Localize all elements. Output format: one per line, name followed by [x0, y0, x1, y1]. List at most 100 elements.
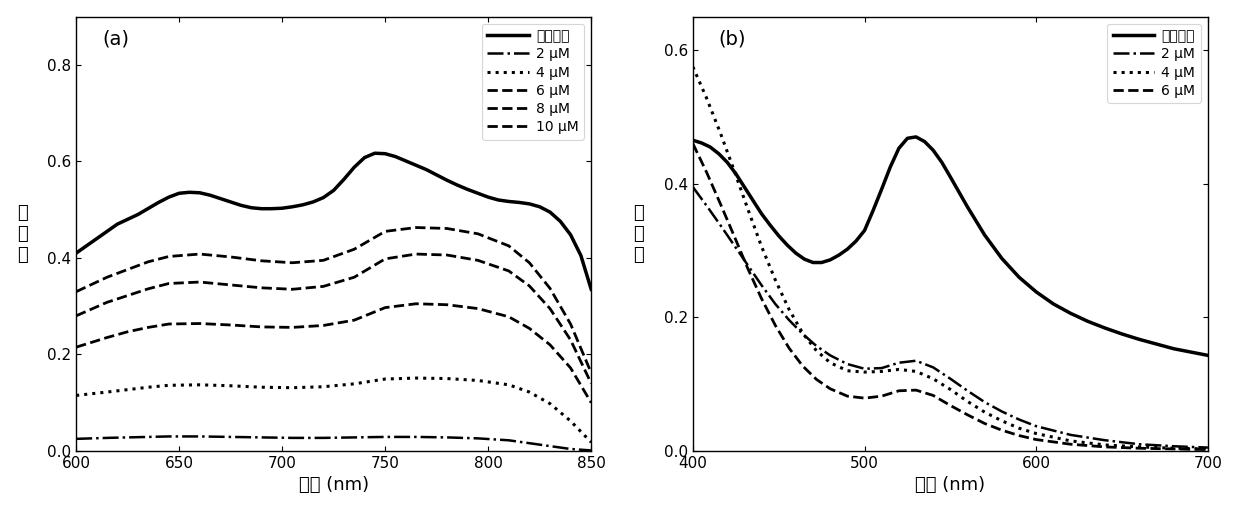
空白对照 — [891, 145, 906, 151]
4 μM — [891, 366, 906, 373]
Line: 空白对照: 空白对照 — [693, 137, 1208, 355]
10 μM — [378, 228, 393, 235]
2 μM — [782, 317, 797, 323]
6 μM — [943, 403, 958, 409]
空白对照 — [130, 212, 145, 218]
6 μM — [995, 427, 1010, 433]
6 μM — [161, 321, 176, 327]
空白对照 — [814, 260, 829, 266]
6 μM — [285, 324, 300, 331]
2 μM — [1011, 416, 1026, 423]
空白对照 — [908, 134, 923, 140]
空白对照 — [1046, 301, 1061, 307]
6 μM — [1028, 436, 1043, 443]
10 μM — [254, 258, 269, 264]
2 μM — [543, 443, 558, 449]
2 μM — [943, 376, 958, 382]
6 μM — [471, 306, 486, 312]
空白对照 — [502, 198, 517, 204]
2 μM — [908, 358, 923, 364]
4 μM — [875, 368, 890, 375]
2 μM — [960, 388, 975, 394]
10 μM — [409, 224, 424, 230]
4 μM — [254, 384, 269, 390]
8 μM — [347, 274, 362, 280]
空白对照 — [378, 151, 393, 157]
空白对照 — [1183, 349, 1198, 355]
6 μM — [840, 393, 855, 399]
6 μM — [908, 387, 923, 393]
6 μM — [712, 201, 727, 207]
6 μM — [409, 300, 424, 307]
2 μM — [809, 343, 824, 349]
空白对照 — [685, 137, 700, 143]
空白对照 — [254, 205, 269, 212]
2 μM — [316, 435, 331, 441]
空白对照 — [875, 186, 890, 192]
X-axis label: 波长 (nm): 波长 (nm) — [916, 476, 985, 494]
4 μM — [440, 376, 455, 382]
空白对照 — [857, 227, 872, 234]
2 μM — [926, 364, 940, 370]
8 μM — [409, 251, 424, 257]
空白对照 — [934, 159, 949, 166]
6 μM — [782, 345, 797, 351]
空白对照 — [326, 188, 341, 194]
6 μM — [502, 314, 517, 320]
10 μM — [68, 289, 83, 295]
2 μM — [699, 203, 714, 209]
4 μM — [960, 399, 975, 405]
4 μM — [522, 389, 536, 395]
Line: 空白对照: 空白对照 — [76, 153, 591, 289]
8 μM — [254, 285, 269, 291]
空白对照 — [729, 171, 743, 177]
2 μM — [741, 262, 756, 268]
Line: 2 μM: 2 μM — [76, 436, 591, 450]
空白对照 — [823, 257, 838, 263]
X-axis label: 波长 (nm): 波长 (nm) — [299, 476, 369, 494]
6 μM — [755, 295, 769, 301]
2 μM — [712, 222, 727, 228]
2 μM — [120, 434, 135, 440]
空白对照 — [440, 177, 455, 183]
Line: 2 μM: 2 μM — [693, 187, 1208, 448]
空白对照 — [316, 195, 331, 201]
空白对照 — [779, 242, 794, 248]
6 μM — [192, 320, 207, 327]
6 μM — [795, 363, 810, 369]
8 μM — [440, 252, 455, 258]
2 μM — [409, 434, 424, 440]
6 μM — [926, 392, 940, 399]
空白对照 — [68, 250, 83, 256]
6 μM — [875, 393, 890, 399]
4 μM — [409, 375, 424, 381]
4 μM — [809, 347, 824, 354]
空白对照 — [1166, 345, 1181, 352]
空白对照 — [512, 199, 527, 205]
空白对照 — [471, 190, 486, 196]
4 μM — [782, 306, 797, 312]
8 μM — [99, 299, 114, 306]
空白对照 — [110, 221, 125, 227]
6 μM — [68, 344, 83, 350]
空白对照 — [960, 204, 975, 210]
4 μM — [1098, 442, 1113, 448]
Y-axis label: 吸
光
值: 吸 光 值 — [16, 204, 27, 264]
2 μM — [471, 435, 486, 442]
空白对照 — [840, 246, 855, 252]
空白对照 — [223, 199, 238, 205]
空白对照 — [306, 199, 321, 205]
2 μM — [440, 434, 455, 440]
4 μM — [564, 418, 579, 424]
空白对照 — [233, 202, 248, 208]
8 μM — [68, 313, 83, 319]
2 μM — [141, 434, 156, 440]
8 μM — [584, 380, 598, 386]
空白对照 — [917, 138, 932, 145]
空白对照 — [450, 182, 465, 188]
空白对照 — [533, 204, 548, 210]
10 μM — [543, 285, 558, 291]
10 μM — [347, 246, 362, 252]
2 μM — [840, 361, 855, 367]
空白对照 — [849, 238, 864, 244]
